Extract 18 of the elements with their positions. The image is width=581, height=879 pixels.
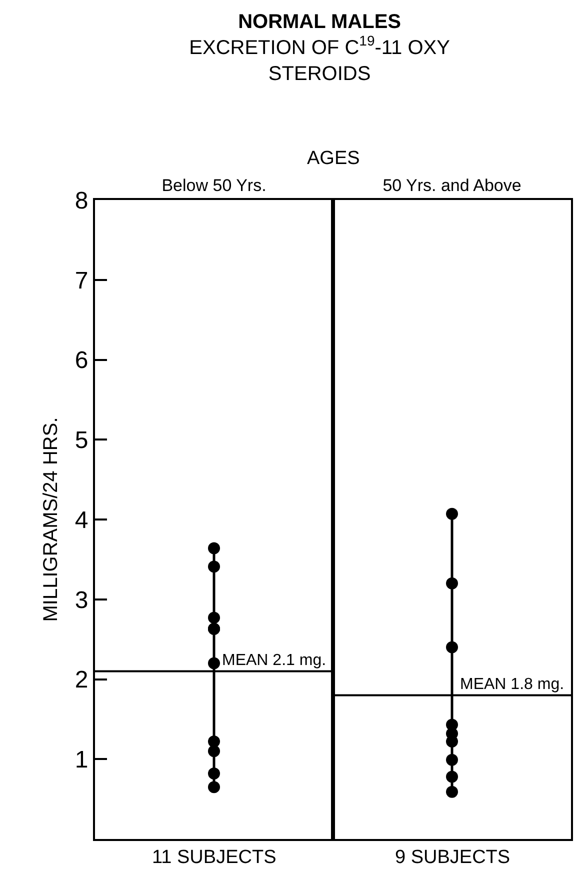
x-tick-label: 50 Yrs. and Above xyxy=(382,176,522,196)
x-tick-label: Below 50 Yrs. xyxy=(162,176,266,196)
text: AGES xyxy=(307,148,360,169)
y-tick-label: 8 xyxy=(74,187,88,214)
ref-line-label: MEAN 1.8 mg. xyxy=(460,676,564,693)
y-tick-label: 1 xyxy=(74,746,88,774)
ref-line-label: MEAN 2.1 mg. xyxy=(222,652,326,669)
chart-subtitle: EXCRETION OF C$^{19}$-11 OXY STEROIDS xyxy=(189,32,450,86)
x-axis-title: 9 SUBJECTS xyxy=(395,847,510,868)
y-tick-label: 5 xyxy=(74,427,88,454)
y-tick-label: 7 xyxy=(74,267,88,294)
y-tick-label: 3 xyxy=(74,586,88,614)
y-tick-label: 6 xyxy=(74,347,88,374)
y-tick-label: 2 xyxy=(74,666,88,694)
y-axis-title: MILLIGRAMS/24 HRS. xyxy=(40,417,62,622)
x-axis-title: 11 SUBJECTS xyxy=(152,847,276,868)
y-tick-label: 4 xyxy=(74,506,88,534)
chart-title: NORMAL MALES xyxy=(238,11,402,34)
